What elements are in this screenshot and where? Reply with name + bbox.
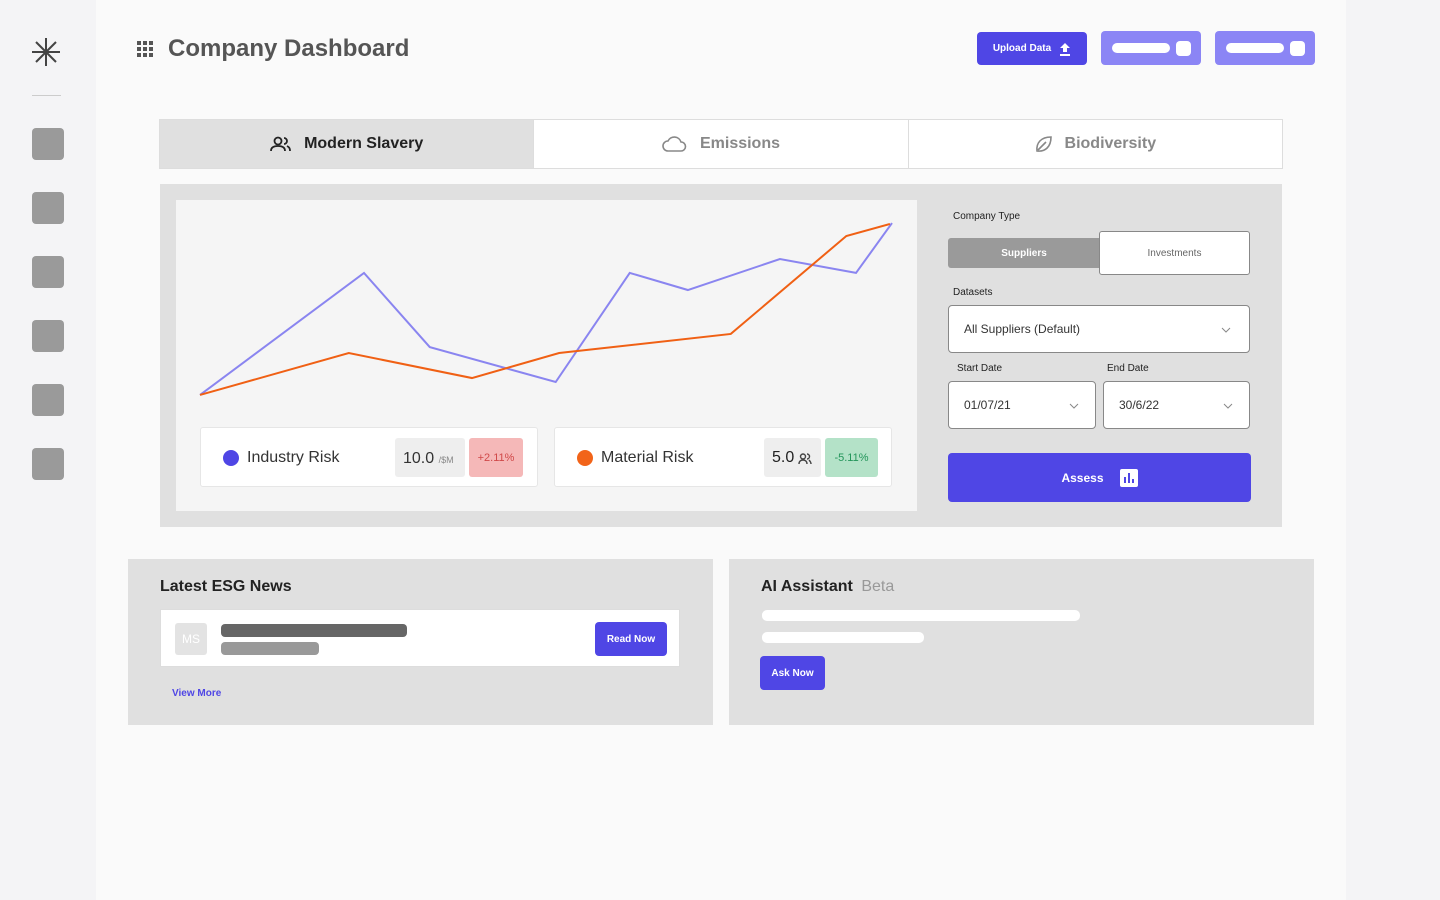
line-chart (199, 222, 893, 396)
page-title: Company Dashboard (168, 35, 410, 62)
chart-icon (1119, 468, 1138, 487)
people-icon (270, 136, 291, 152)
unit: /$M (438, 455, 454, 465)
ask-button[interactable]: Ask Now (760, 656, 825, 690)
legend-dot (223, 450, 239, 466)
field-label: Datasets (953, 287, 993, 298)
tab[interactable]: Modern Slavery (160, 120, 534, 168)
logo (32, 38, 60, 66)
nav-item[interactable] (32, 192, 64, 224)
legend-name: Material Risk (601, 449, 694, 466)
leaf-icon (1035, 136, 1052, 152)
toggle-option[interactable]: Suppliers (948, 238, 1100, 268)
badge: Beta (861, 578, 895, 595)
grid-icon (137, 41, 153, 57)
nav-item[interactable] (32, 448, 64, 480)
button-label: Assess (1061, 470, 1104, 485)
view-more-link[interactable]: View More (172, 688, 222, 699)
select-value: 01/07/21 (964, 398, 1011, 412)
news-item: MS Read Now (160, 609, 680, 667)
tab-label: Biodiversity (1064, 135, 1157, 152)
legend-card: Material Risk 5.0 -5.11% (554, 427, 892, 487)
legend-dot (577, 450, 593, 466)
placeholder-button[interactable] (1215, 31, 1315, 65)
tab[interactable]: Emissions (533, 120, 907, 168)
figure-box: 10.0 /$M (395, 438, 465, 477)
text-placeholder (221, 624, 407, 637)
field-label: End Date (1107, 363, 1149, 374)
nav-item[interactable] (32, 256, 64, 288)
people-icon (798, 453, 812, 465)
date-select[interactable]: 30/6/22 (1103, 381, 1250, 429)
dataset-select[interactable]: All Suppliers (Default) (948, 305, 1250, 353)
chevron (1221, 327, 1231, 333)
date-select[interactable]: 01/07/21 (948, 381, 1096, 429)
tab-label: Modern Slavery (304, 135, 424, 152)
select-value: All Suppliers (Default) (964, 322, 1081, 336)
field-label: Company Type (953, 211, 1021, 222)
nav-item[interactable] (32, 384, 64, 416)
tab-label: Emissions (699, 135, 780, 152)
text-placeholder (762, 632, 924, 643)
toggle-option[interactable]: Investments (1099, 231, 1250, 275)
card-title: Latest ESG News (160, 578, 292, 595)
series-line (199, 222, 891, 396)
divider (32, 95, 61, 96)
tabs: Modern Slavery Emissions Biodiversity (159, 119, 1283, 169)
change-badge: -5.11% (825, 438, 878, 477)
upload-label: Upload Data (992, 43, 1052, 54)
chevron (1223, 403, 1233, 409)
nav-item[interactable] (32, 128, 64, 160)
placeholder-button[interactable] (1101, 31, 1201, 65)
cloud-icon (662, 136, 687, 152)
card-title: AI Assistant Beta (761, 578, 894, 596)
upload-button[interactable]: Upload Data (977, 32, 1087, 65)
chevron (1069, 403, 1079, 409)
series-line (199, 222, 893, 396)
avatar: MS (175, 623, 207, 655)
upload-icon (1060, 42, 1071, 56)
legend-name: Industry Risk (247, 449, 340, 466)
read-button[interactable]: Read Now (595, 622, 667, 656)
assess-button[interactable]: Assess (948, 453, 1251, 502)
title-text: AI Assistant (761, 578, 853, 595)
select-value: 30/6/22 (1119, 398, 1160, 412)
nav-item[interactable] (32, 320, 64, 352)
figure: 5.0 (772, 449, 795, 466)
figure: 10.0 (403, 450, 435, 467)
tab[interactable]: Biodiversity (907, 120, 1282, 168)
assistant-card: AI Assistant Beta Ask Now (729, 559, 1314, 725)
news-card: Latest ESG News MS Read Now View More (128, 559, 713, 725)
text-placeholder (762, 610, 1080, 621)
text-placeholder (221, 642, 319, 655)
field-label: Start Date (957, 363, 1003, 374)
figure-box: 5.0 (764, 438, 821, 477)
legend-card: Industry Risk 10.0 /$M +2.11% (200, 427, 538, 487)
change-badge: +2.11% (469, 438, 523, 477)
